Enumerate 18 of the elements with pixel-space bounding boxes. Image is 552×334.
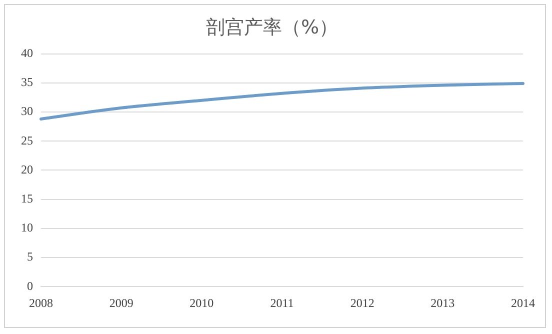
x-tick-label: 2009: [109, 296, 134, 310]
chart-title: 剖宫产率（%）: [206, 16, 338, 38]
x-tick-label: 2014: [511, 296, 535, 310]
y-tick-label: 25: [21, 133, 33, 148]
y-tick-label: 20: [21, 162, 33, 176]
x-tick-label: 2010: [190, 296, 214, 310]
y-tick-label: 5: [27, 250, 33, 264]
x-tick-label: 2013: [430, 296, 455, 310]
y-tick-label: 35: [21, 75, 33, 90]
y-tick-label: 15: [21, 191, 33, 206]
y-tick-label: 10: [21, 220, 33, 235]
line-series: [40, 82, 524, 120]
y-tick-label: 30: [21, 104, 33, 118]
x-tick-label: 2012: [350, 296, 374, 310]
x-tick-label: 2008: [29, 296, 53, 310]
y-tick-label: 40: [21, 46, 33, 60]
y-tick-label: 0: [27, 278, 33, 293]
x-tick-label: 2011: [270, 296, 294, 310]
